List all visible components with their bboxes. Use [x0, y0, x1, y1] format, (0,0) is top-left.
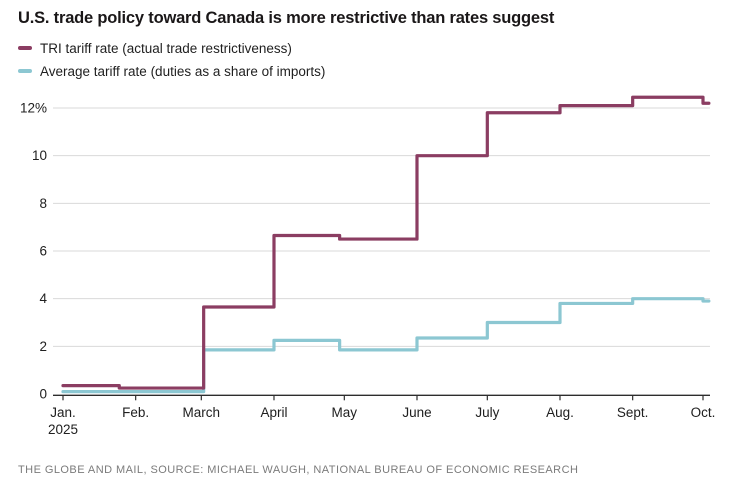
source-credit: THE GLOBE AND MAIL, SOURCE: MICHAEL WAUG…: [18, 464, 579, 476]
x-tick-label: Aug.: [546, 405, 574, 420]
tri-series-line: [61, 95, 711, 390]
chart-legend: TRI tariff rate (actual trade restrictiv…: [18, 41, 325, 87]
y-tick-label: 4: [39, 291, 47, 306]
y-tick-label: 6: [39, 244, 47, 259]
x-tick-label: May: [332, 405, 358, 420]
step-line-chart: 0 2 4 6 8 10 12% Jan. 2025 Feb. March April May June J…: [20, 95, 716, 437]
legend-label-average: Average tariff rate (duties as a share o…: [40, 63, 326, 79]
x-tick-label: March: [183, 405, 221, 420]
x-tick-label: Oct.: [691, 405, 716, 420]
x-tick-label: Jan.: [50, 405, 76, 420]
x-tick-label: July: [475, 405, 499, 420]
legend-item-average: Average tariff rate (duties as a share o…: [18, 63, 326, 79]
y-tick-label: 2: [39, 339, 47, 354]
y-tick-label: 8: [39, 196, 47, 211]
x-tick-label: April: [260, 405, 287, 420]
y-tick-label: 12%: [20, 101, 47, 116]
x-tick-label: Feb.: [122, 405, 149, 420]
y-tick-label: 0: [39, 387, 47, 402]
y-tick-label: 10: [32, 148, 47, 163]
tri-line-swatch-icon: [18, 46, 32, 50]
average-line-swatch-icon: [18, 69, 32, 73]
chart-title: U.S. trade policy toward Canada is more …: [18, 9, 555, 27]
year-label: 2025: [48, 422, 78, 437]
average-series-line: [61, 297, 711, 394]
legend-label-tri: TRI tariff rate (actual trade restrictiv…: [40, 40, 292, 56]
x-tick-label: June: [402, 405, 431, 420]
x-tick-label: Sept.: [617, 405, 649, 420]
legend-item-tri: TRI tariff rate (actual trade restrictiv…: [18, 40, 325, 56]
